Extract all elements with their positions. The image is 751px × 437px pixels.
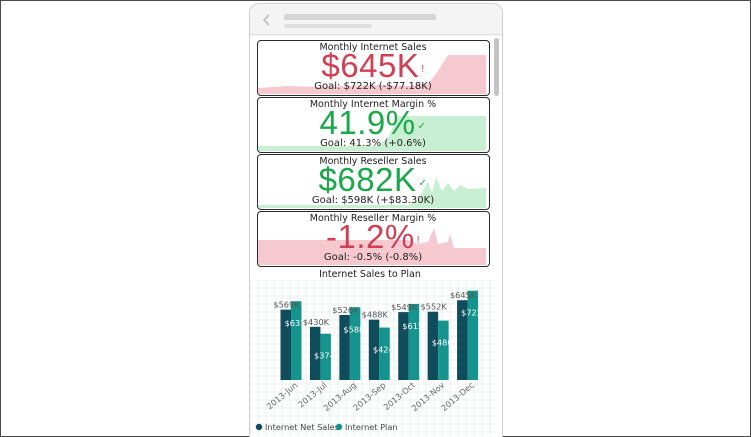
kpi-goal: Goal: $722K (-$77.18K)	[314, 81, 432, 92]
kpi-goal: Goal: $598K (+$83.30K)	[311, 195, 435, 206]
kpi-trend-shape	[258, 228, 486, 265]
kpi-title: Monthly Internet Margin %	[309, 99, 437, 110]
kpi-card-reseller-sales[interactable]: Monthly Reseller Sales $682K ✓ Goal: $598…	[257, 154, 490, 210]
kpi-trend-shape	[258, 177, 486, 208]
checkmark-icon: ✓	[418, 178, 428, 189]
bar-internet-net-sales[interactable]	[457, 300, 468, 380]
kpi-value-text: 41.9%	[319, 104, 416, 141]
kpi-trend-area	[258, 228, 486, 265]
data-label-plan: $588	[343, 324, 364, 334]
kpi-value-text: $645K	[321, 47, 420, 84]
data-label-net-sales: $526K	[332, 305, 359, 315]
bar-internet-net-sales[interactable]	[309, 326, 321, 380]
bar-internet-net-sales[interactable]	[368, 319, 380, 380]
mobile-header	[250, 4, 502, 35]
legend-marker	[255, 423, 263, 431]
bar-internet-plan[interactable]	[379, 327, 390, 380]
bar-internet-plan[interactable]	[320, 333, 331, 380]
bar-internet-net-sales[interactable]	[398, 312, 409, 380]
data-label-net-sales: $430K	[303, 317, 330, 327]
kpi-trend-shape	[258, 116, 486, 151]
kpi-value: $645K!	[258, 48, 488, 84]
data-label-plan: $615	[402, 321, 423, 331]
kpi-value: 41.9% ✓	[258, 105, 488, 141]
warning-icon: !	[416, 235, 420, 246]
data-label-plan: $374	[314, 351, 335, 361]
kpi-title: Monthly Internet Sales	[319, 42, 427, 53]
kpi-goal: Goal: -0.5% (-0.8%)	[323, 252, 423, 263]
warning-icon: !	[421, 64, 425, 75]
chart-legend: Internet Net Sales Internet Plan	[255, 422, 398, 432]
legend-label[interactable]: Internet Plan	[345, 422, 398, 432]
data-label-plan: $722	[461, 308, 482, 318]
checkmark-icon: ✓	[417, 121, 427, 132]
kpi-title: Monthly Reseller Sales	[319, 156, 427, 167]
data-label-net-sales: $488K	[362, 310, 389, 320]
data-label-net-sales: $645K	[450, 290, 477, 300]
mobile-device-frame: Monthly Internet Sales $645K! Goal: $722…	[249, 3, 503, 437]
vertical-scrollbar[interactable]	[494, 38, 499, 96]
kpi-goal: Goal: 41.3% (+0.6%)	[320, 138, 426, 149]
bar-internet-plan[interactable]	[408, 303, 420, 380]
kpi-trend-area	[258, 116, 486, 151]
bar-internet-plan[interactable]	[438, 320, 449, 380]
kpi-value-text: -1.2%	[326, 218, 415, 255]
data-label-plan: $637	[285, 318, 306, 328]
bar-internet-plan[interactable]	[349, 307, 361, 380]
legend-marker	[335, 423, 343, 431]
kpi-trend-area	[258, 177, 486, 208]
kpi-value-text: $682K	[318, 161, 417, 198]
kpi-value: -1.2%!	[258, 219, 488, 255]
chart-title: Internet Sales to Plan	[319, 269, 421, 280]
kpi-card-reseller-margin[interactable]: Monthly Reseller Margin % -1.2%! Goal: -…	[257, 211, 490, 267]
kpi-card-internet-margin[interactable]: Monthly Internet Margin % 41.9% ✓ Goal: 4…	[257, 97, 490, 153]
bar-internet-net-sales[interactable]	[280, 309, 292, 380]
report-subtitle-placeholder	[284, 24, 372, 28]
legend-label[interactable]: Internet Net Sales	[265, 422, 339, 432]
sales-to-plan-chart[interactable]: $569K$6372013-Jun$430K$3742013-Jul$526K$…	[250, 280, 495, 437]
bar-internet-plan[interactable]	[291, 301, 302, 380]
data-label-net-sales: $552K	[421, 302, 448, 312]
report-title-placeholder	[284, 14, 436, 20]
kpi-card-internet-sales[interactable]: Monthly Internet Sales $645K! Goal: $722…	[257, 40, 490, 96]
data-label-net-sales: $569K	[273, 300, 300, 310]
chevron-left-icon[interactable]	[260, 13, 274, 27]
bar-internet-net-sales[interactable]	[339, 314, 350, 380]
kpi-trend-shape	[258, 55, 486, 94]
bar-internet-net-sales[interactable]	[427, 311, 439, 380]
report-canvas[interactable]: Monthly Internet Sales $645K! Goal: $722…	[250, 36, 502, 437]
kpi-title: Monthly Reseller Margin %	[309, 213, 437, 224]
data-label-plan: $424	[373, 345, 394, 355]
data-label-plan: $480	[432, 338, 453, 348]
data-label-net-sales: $549K	[391, 302, 418, 312]
kpi-trend-area	[258, 55, 486, 94]
bar-internet-plan[interactable]	[467, 290, 479, 380]
kpi-value: $682K ✓	[258, 162, 488, 198]
